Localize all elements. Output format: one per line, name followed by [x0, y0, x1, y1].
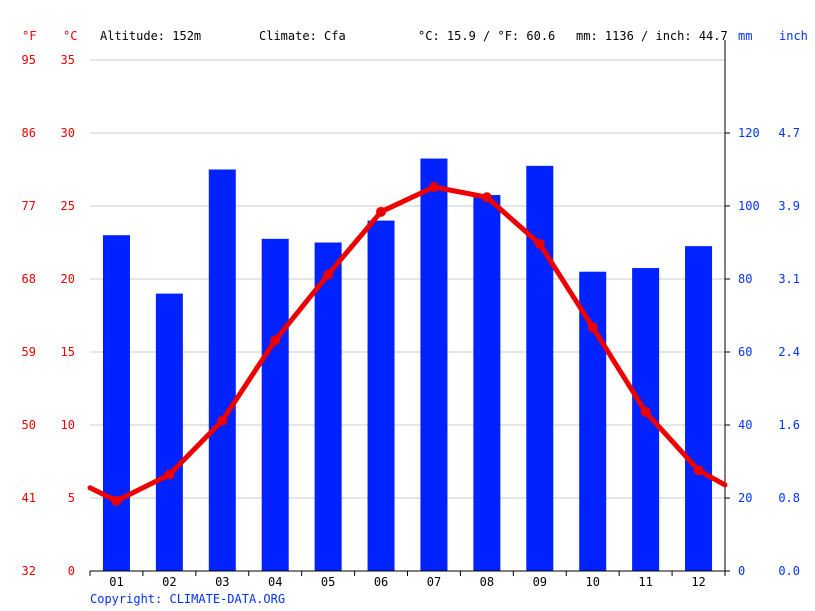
month-label: 10 [585, 575, 599, 589]
tick-label-c: 30 [61, 126, 75, 140]
temperature-point [323, 269, 334, 280]
precipitation-bar [367, 220, 395, 571]
tick-label-f: 77 [22, 199, 36, 213]
tick-label-mm: 120 [738, 126, 760, 140]
tick-label-f: 32 [22, 564, 36, 578]
unit-inch-label: inch [779, 29, 808, 43]
tick-label-f: 50 [22, 418, 36, 432]
month-label: 09 [533, 575, 547, 589]
month-label: 01 [109, 575, 123, 589]
tick-label-mm: 60 [738, 345, 752, 359]
precipitation-total-label: mm: 1136 / inch: 44.7 [576, 29, 728, 43]
temperature-point [587, 322, 598, 333]
precipitation-bar [473, 195, 501, 572]
month-label: 07 [427, 575, 441, 589]
temperature-point [111, 495, 122, 506]
temperature-point [481, 192, 492, 203]
unit-mm-label: mm [738, 29, 752, 43]
tick-label-c: 15 [61, 345, 75, 359]
precipitation-bar [208, 169, 236, 571]
precipitation-bar [420, 158, 448, 572]
month-label: 05 [321, 575, 335, 589]
temperature-point [217, 415, 228, 426]
temperature-point [640, 406, 651, 417]
tick-label-c: 5 [68, 491, 75, 505]
tick-label-f: 59 [22, 345, 36, 359]
tick-label-c: 35 [61, 53, 75, 67]
tick-label-inch: 0.8 [778, 491, 800, 505]
temperature-point [693, 465, 704, 476]
tick-label-f: 41 [22, 491, 36, 505]
month-label: 11 [638, 575, 652, 589]
temperature-line [87, 184, 728, 504]
temperature-point [376, 206, 387, 217]
tick-label-f: 68 [22, 272, 36, 286]
month-label: 12 [691, 575, 705, 589]
temperature-line-group [87, 182, 728, 506]
tick-label-inch: 3.9 [778, 199, 800, 213]
tick-label-mm: 80 [738, 272, 752, 286]
month-label: 08 [480, 575, 494, 589]
precipitation-bar [314, 242, 342, 571]
copyright-label: Copyright: CLIMATE-DATA.ORG [90, 592, 285, 606]
altitude-label: Altitude: 152m [100, 29, 201, 43]
precipitation-bar [579, 271, 607, 571]
precipitation-bar [155, 293, 183, 571]
precipitation-bar [102, 235, 130, 571]
precipitation-bar [526, 165, 554, 571]
tick-label-inch: 4.7 [778, 126, 800, 140]
climate-label: Climate: Cfa [259, 29, 346, 43]
tick-label-inch: 1.6 [778, 418, 800, 432]
temperature-average-label: °C: 15.9 / °F: 60.6 [418, 29, 555, 43]
temperature-point [428, 182, 439, 193]
tick-label-c: 10 [61, 418, 75, 432]
unit-f-label: °F [22, 29, 36, 43]
tick-label-inch: 0.0 [778, 564, 800, 578]
tick-label-mm: 20 [738, 491, 752, 505]
grid-lines [90, 59, 725, 499]
tick-label-c: 20 [61, 272, 75, 286]
precipitation-bars [102, 158, 713, 572]
month-label: 03 [215, 575, 229, 589]
month-label: 02 [162, 575, 176, 589]
precipitation-bar [261, 238, 289, 571]
tick-label-c: 25 [61, 199, 75, 213]
tick-label-inch: 2.4 [778, 345, 800, 359]
month-label: 06 [374, 575, 388, 589]
tick-label-c: 0 [68, 564, 75, 578]
tick-label-mm: 40 [738, 418, 752, 432]
tick-label-mm: 0 [738, 564, 745, 578]
tick-label-f: 95 [22, 53, 36, 67]
temperature-point [164, 469, 175, 480]
tick-label-inch: 3.1 [778, 272, 800, 286]
tick-label-mm: 100 [738, 199, 760, 213]
tick-label-f: 86 [22, 126, 36, 140]
unit-c-label: °C [63, 29, 77, 43]
precipitation-bar [685, 246, 713, 571]
temperature-point [270, 335, 281, 346]
month-label: 04 [268, 575, 282, 589]
temperature-point [534, 238, 545, 249]
